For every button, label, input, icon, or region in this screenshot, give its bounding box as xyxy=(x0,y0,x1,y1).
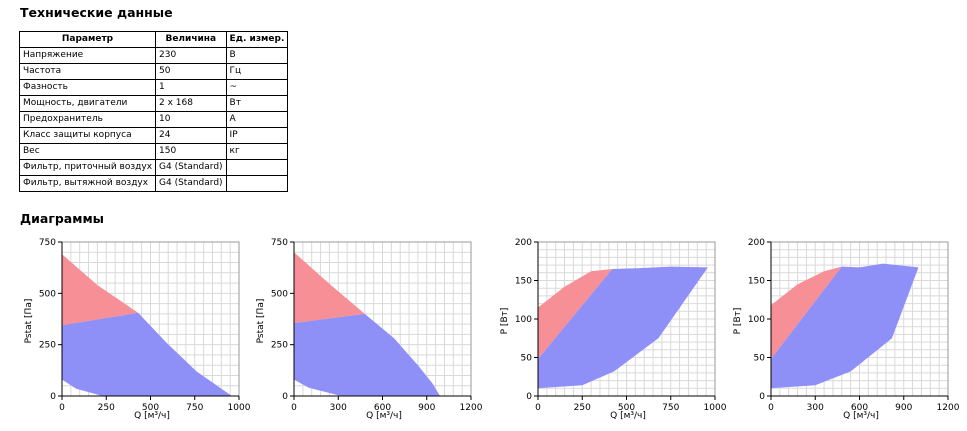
x-tick-label: 300 xyxy=(807,403,824,413)
cell-value: 1 xyxy=(155,79,227,96)
chart-pressure-1: 0 250 500 750 1000 0 250 500 750 Q [м³/ч] Pstat [П… xyxy=(24,238,251,421)
y-tick-label: 100 xyxy=(748,315,765,325)
cell-unit: А xyxy=(225,111,289,128)
x-tick-label: 1200 xyxy=(460,403,483,413)
cell-unit xyxy=(225,159,289,176)
y-tick-label: 750 xyxy=(39,238,56,248)
region-blue xyxy=(771,263,919,389)
x-tick-label: 0 xyxy=(59,403,65,413)
x-tick-label: 0 xyxy=(291,403,297,413)
table-row: Фазность 1 ~ xyxy=(18,79,289,96)
y-tick-label: 50 xyxy=(754,354,766,364)
y-axis-label: P [Вт] xyxy=(500,308,510,335)
table-row: Фильтр, вытяжной воздух G4 (Standard) xyxy=(18,175,289,192)
y-tick-label: 0 xyxy=(50,392,56,402)
cell-param: Частота xyxy=(18,63,157,80)
table-row: Класс защиты корпуса 24 IP xyxy=(18,127,289,144)
cell-param: Мощность, двигатели xyxy=(18,95,157,112)
x-tick-label: 0 xyxy=(768,403,774,413)
x-tick-label: 250 xyxy=(98,403,115,413)
cell-value: G4 (Standard) xyxy=(155,175,227,192)
chart-power-1: 0 250 500 750 1000 0 50 100 150 200 Q [м³/ч] P [Вт] xyxy=(500,238,727,421)
x-axis-label: Q [м³/ч] xyxy=(610,411,646,421)
y-tick-label: 250 xyxy=(39,341,56,351)
y-axis-label: P [Вт] xyxy=(733,308,743,335)
region-blue xyxy=(294,313,440,396)
cell-param: Вес xyxy=(18,143,157,160)
table-row: Мощность, двигатели 2 x 168 Вт xyxy=(18,95,289,112)
x-axis-label: Q [м³/ч] xyxy=(134,411,170,421)
y-tick-label: 0 xyxy=(526,392,532,402)
cell-unit: кг xyxy=(225,143,289,160)
y-tick-label: 250 xyxy=(271,341,288,351)
spec-table: Параметр Величина Ед. измер. Напряжение 2… xyxy=(18,31,289,192)
cell-value: 50 xyxy=(155,63,227,80)
cell-value: 150 xyxy=(155,143,227,160)
section-title-diagrams: Диаграммы xyxy=(20,211,104,226)
y-tick-label: 0 xyxy=(282,392,288,402)
cell-param: Напряжение xyxy=(18,47,157,64)
y-tick-label: 0 xyxy=(759,392,765,402)
cell-unit: ~ xyxy=(225,79,289,96)
chart-power-2: 0 300 600 900 1200 0 50 100 150 200 Q [м³/ч] P [Вт] xyxy=(733,238,960,421)
x-tick-label: 500 xyxy=(142,403,159,413)
y-tick-label: 200 xyxy=(515,238,532,248)
cell-param: Предохранитель xyxy=(18,111,157,128)
region-blue xyxy=(62,312,232,396)
cell-param: Фазность xyxy=(18,79,157,96)
cell-unit: Вт xyxy=(225,95,289,112)
x-tick-label: 1200 xyxy=(937,403,960,413)
x-tick-label: 500 xyxy=(618,403,635,413)
table-row: Вес 150 кг xyxy=(18,143,289,160)
x-tick-label: 250 xyxy=(574,403,591,413)
table-row: Напряжение 230 В xyxy=(18,47,289,64)
y-tick-label: 500 xyxy=(39,289,56,299)
x-axis-label: Q [м³/ч] xyxy=(366,411,402,421)
cell-value: 230 xyxy=(155,47,227,64)
cell-param: Фильтр, приточный воздух xyxy=(18,159,157,176)
cell-unit: Гц xyxy=(225,63,289,80)
y-tick-label: 750 xyxy=(271,238,288,248)
cell-unit: В xyxy=(225,47,289,64)
region-red xyxy=(62,254,139,326)
header-value: Величина xyxy=(155,31,227,48)
cell-unit xyxy=(225,175,289,192)
table-row: Фильтр, приточный воздух G4 (Standard) xyxy=(18,159,289,176)
cell-value: 10 xyxy=(155,111,227,128)
y-tick-label: 50 xyxy=(521,354,533,364)
y-tick-label: 500 xyxy=(271,289,288,299)
x-tick-label: 1000 xyxy=(228,403,251,413)
x-tick-label: 750 xyxy=(662,403,679,413)
x-tick-label: 600 xyxy=(851,403,868,413)
region-red xyxy=(294,252,365,324)
cell-value: G4 (Standard) xyxy=(155,159,227,176)
region-blue xyxy=(538,266,708,389)
y-tick-label: 150 xyxy=(748,277,765,287)
header-parameter: Параметр xyxy=(18,31,157,48)
y-axis-label: Pstat [Па] xyxy=(256,299,266,344)
table-row: Предохранитель 10 А xyxy=(18,111,289,128)
x-tick-label: 750 xyxy=(186,403,203,413)
chart-pressure-2: 0 300 600 900 1200 0 250 500 750 Q [м³/ч] Pstat [П… xyxy=(256,238,483,421)
x-tick-label: 0 xyxy=(535,403,541,413)
x-tick-label: 1000 xyxy=(704,403,727,413)
section-title-tech: Технические данные xyxy=(20,5,173,20)
cell-param: Класс защиты корпуса xyxy=(18,127,157,144)
y-tick-label: 200 xyxy=(748,238,765,248)
cell-value: 2 x 168 xyxy=(155,95,227,112)
cell-value: 24 xyxy=(155,127,227,144)
y-tick-label: 100 xyxy=(515,315,532,325)
y-tick-label: 150 xyxy=(515,277,532,287)
cell-param: Фильтр, вытяжной воздух xyxy=(18,175,157,192)
x-tick-label: 300 xyxy=(330,403,347,413)
table-row: Частота 50 Гц xyxy=(18,63,289,80)
y-axis-label: Pstat [Па] xyxy=(24,299,34,344)
x-axis-label: Q [м³/ч] xyxy=(843,411,879,421)
x-tick-label: 900 xyxy=(418,403,435,413)
cell-unit: IP xyxy=(225,127,289,144)
x-tick-label: 600 xyxy=(374,403,391,413)
header-unit: Ед. измер. xyxy=(225,31,289,48)
x-tick-label: 900 xyxy=(895,403,912,413)
table-header-row: Параметр Величина Ед. измер. xyxy=(18,31,289,48)
